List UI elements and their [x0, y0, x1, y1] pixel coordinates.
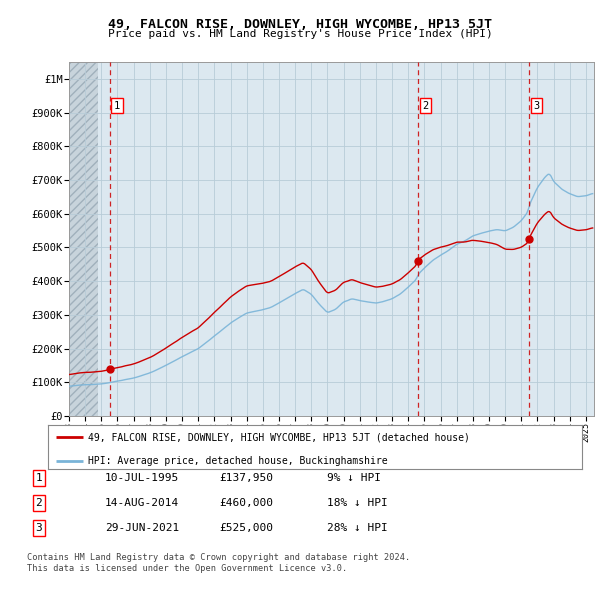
Text: 3: 3: [533, 101, 539, 111]
Text: 18% ↓ HPI: 18% ↓ HPI: [327, 498, 388, 507]
Text: 28% ↓ HPI: 28% ↓ HPI: [327, 523, 388, 533]
Text: 9% ↓ HPI: 9% ↓ HPI: [327, 473, 381, 483]
Text: £137,950: £137,950: [219, 473, 273, 483]
Text: 14-AUG-2014: 14-AUG-2014: [105, 498, 179, 507]
Text: 1: 1: [35, 473, 43, 483]
Text: 10-JUL-1995: 10-JUL-1995: [105, 473, 179, 483]
Text: Contains HM Land Registry data © Crown copyright and database right 2024.
This d: Contains HM Land Registry data © Crown c…: [27, 553, 410, 573]
Text: £525,000: £525,000: [219, 523, 273, 533]
Text: Price paid vs. HM Land Registry's House Price Index (HPI): Price paid vs. HM Land Registry's House …: [107, 29, 493, 39]
Text: HPI: Average price, detached house, Buckinghamshire: HPI: Average price, detached house, Buck…: [88, 456, 388, 466]
Text: 49, FALCON RISE, DOWNLEY, HIGH WYCOMBE, HP13 5JT (detached house): 49, FALCON RISE, DOWNLEY, HIGH WYCOMBE, …: [88, 432, 470, 442]
Text: 1: 1: [114, 101, 120, 111]
Text: 49, FALCON RISE, DOWNLEY, HIGH WYCOMBE, HP13 5JT: 49, FALCON RISE, DOWNLEY, HIGH WYCOMBE, …: [108, 18, 492, 31]
Text: 2: 2: [422, 101, 428, 111]
Text: 29-JUN-2021: 29-JUN-2021: [105, 523, 179, 533]
Text: £460,000: £460,000: [219, 498, 273, 507]
Text: 3: 3: [35, 523, 43, 533]
Text: 2: 2: [35, 498, 43, 507]
